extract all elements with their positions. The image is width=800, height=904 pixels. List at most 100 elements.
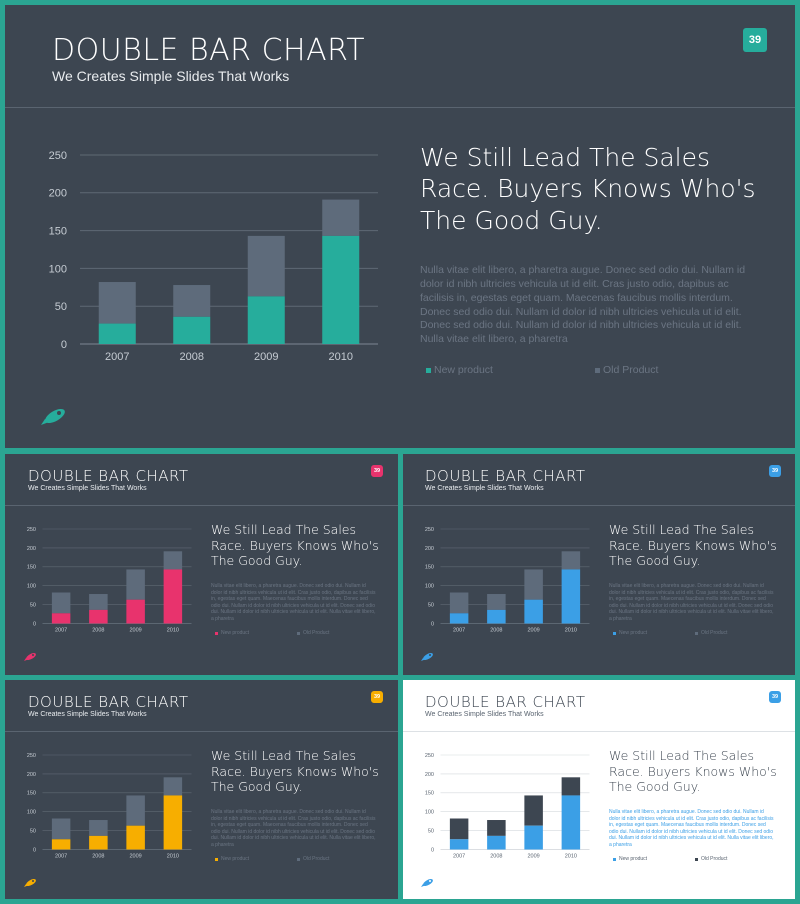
x-tick-label: 2009 — [254, 351, 278, 363]
bar-new-product — [524, 599, 543, 624]
bar-new-product — [163, 795, 183, 850]
x-tick-label: 2007 — [453, 854, 465, 860]
legend-swatch-new — [426, 367, 431, 373]
y-tick-label: 150 — [27, 565, 36, 571]
bar-old-product — [524, 795, 543, 826]
body-text: Nulla vitae elit libero, a pharetra augu… — [609, 809, 774, 848]
header-divider — [5, 505, 398, 506]
bar-old-product — [173, 285, 211, 317]
bar-new-product — [126, 825, 145, 850]
y-tick-label: 100 — [49, 263, 67, 275]
x-tick-label: 2009 — [130, 854, 142, 860]
y-tick-label: 150 — [425, 565, 434, 571]
bar-old-product — [487, 820, 506, 836]
y-tick-label: 200 — [425, 772, 434, 778]
slide-title: DOUBLE BAR CHART — [425, 693, 586, 711]
slide-white: DOUBLE BAR CHART We Creates Simple Slide… — [403, 680, 795, 899]
bar-new-product — [98, 323, 136, 344]
header-divider — [5, 731, 398, 732]
legend-label-old: Old Product — [303, 856, 330, 862]
legend-swatch-old — [695, 631, 698, 635]
y-tick-label: 0 — [61, 339, 67, 351]
bar-old-product — [449, 818, 469, 840]
bar-new-product — [561, 569, 581, 624]
bar-new-product — [322, 235, 360, 344]
x-tick-label: 2007 — [55, 628, 67, 634]
bar-old-product — [89, 820, 108, 836]
slide-subtitle: We Creates Simple Slides That Works — [425, 485, 544, 492]
x-tick-label: 2007 — [453, 628, 465, 634]
y-tick-label: 0 — [431, 847, 434, 853]
headline: We Still Lead The Sales Race. Buyers Kno… — [420, 143, 756, 235]
legend-label-new: New product — [619, 856, 648, 862]
legend-new-product: New product — [215, 630, 249, 636]
y-tick-label: 200 — [49, 188, 67, 200]
y-tick-label: 150 — [425, 791, 434, 797]
bar-new-product — [449, 613, 469, 624]
page-number-badge: 39 — [743, 28, 767, 52]
x-tick-label: 2010 — [329, 351, 353, 363]
legend-swatch-new — [613, 631, 616, 635]
x-tick-label: 2008 — [92, 854, 104, 860]
legend-swatch-old — [695, 857, 698, 861]
headline: We Still Lead The Sales Race. Buyers Kno… — [211, 522, 379, 569]
bar-new-product — [51, 839, 71, 850]
headline: We Still Lead The Sales Race. Buyers Kno… — [211, 748, 379, 795]
headline: We Still Lead The Sales Race. Buyers Kno… — [609, 748, 777, 795]
y-tick-label: 100 — [27, 584, 36, 590]
bar-old-product — [51, 818, 71, 840]
page-number-badge: 39 — [769, 465, 781, 477]
x-tick-label: 2008 — [490, 854, 502, 860]
header-divider — [403, 731, 795, 732]
legend-old-product: Old Product — [297, 856, 329, 862]
y-tick-label: 150 — [49, 225, 67, 237]
bar-new-product — [524, 825, 543, 850]
x-tick-label: 2008 — [490, 628, 502, 634]
slide-teal: DOUBLE BAR CHART We Creates Simple Slide… — [5, 5, 795, 448]
slide-title: DOUBLE BAR CHART — [28, 693, 189, 711]
rocket-icon — [421, 879, 433, 887]
y-tick-label: 200 — [27, 546, 36, 552]
bar-new-product — [126, 599, 145, 624]
slide-subtitle: We Creates Simple Slides That Works — [425, 711, 544, 718]
legend-swatch-old — [297, 631, 300, 635]
legend-label-new: New product — [221, 630, 250, 636]
x-tick-label: 2009 — [528, 854, 540, 860]
bar-old-product — [247, 235, 285, 297]
bar-old-product — [98, 282, 136, 324]
header-divider — [403, 505, 795, 506]
y-tick-label: 100 — [425, 584, 434, 590]
y-tick-label: 150 — [27, 791, 36, 797]
y-tick-label: 50 — [428, 603, 434, 609]
x-tick-label: 2007 — [55, 854, 67, 860]
bar-new-product — [247, 296, 285, 344]
bar-old-product — [487, 594, 506, 610]
x-tick-label: 2010 — [167, 854, 179, 860]
legend-swatch-new — [215, 631, 218, 635]
y-tick-label: 250 — [27, 527, 36, 533]
bar-chart: 0 50 100 150 200 250 2007 2008 2009 2010 — [425, 753, 590, 860]
y-tick-label: 50 — [30, 829, 36, 835]
y-tick-label: 250 — [27, 753, 36, 759]
legend-old-product: Old Product — [297, 630, 329, 636]
slide-title: DOUBLE BAR CHART — [425, 467, 586, 485]
rocket-icon — [24, 879, 36, 887]
page-number-badge: 39 — [371, 465, 383, 477]
body-text: Nulla vitae elit libero, a pharetra augu… — [609, 583, 774, 622]
legend-label-old: Old Product — [701, 856, 728, 862]
bar-new-product — [487, 609, 506, 624]
legend-new-product: New product — [215, 856, 249, 862]
y-tick-label: 200 — [425, 546, 434, 552]
rocket-icon — [24, 653, 36, 661]
x-tick-label: 2010 — [167, 628, 179, 634]
y-tick-label: 100 — [425, 810, 434, 816]
header-divider — [5, 107, 795, 108]
y-tick-label: 0 — [431, 621, 434, 627]
y-tick-label: 250 — [49, 150, 67, 162]
bar-new-product — [51, 613, 71, 624]
legend-new-product: New product — [613, 630, 647, 636]
slide-yellow: DOUBLE BAR CHART We Creates Simple Slide… — [5, 680, 398, 899]
slide-subtitle: We Creates Simple Slides That Works — [28, 485, 147, 492]
y-tick-label: 50 — [30, 603, 36, 609]
bar-old-product — [163, 551, 183, 570]
